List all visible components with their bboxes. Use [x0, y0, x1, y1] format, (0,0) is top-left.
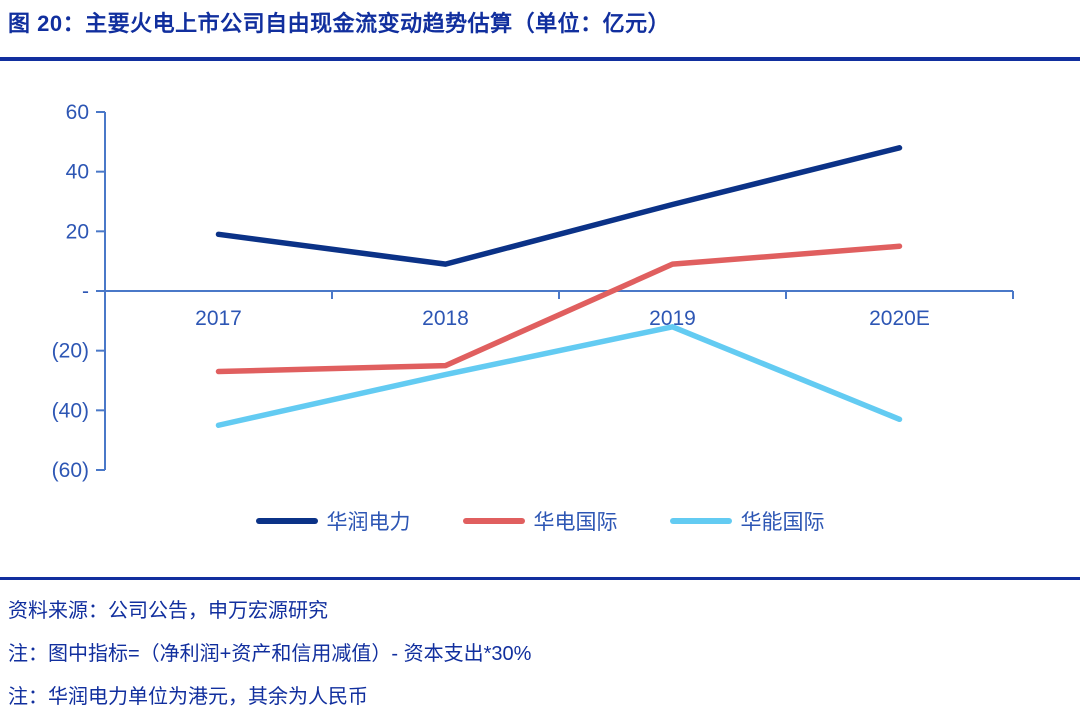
- legend-item-华润电力: 华润电力: [255, 506, 411, 536]
- legend-label: 华电国际: [533, 511, 618, 534]
- y-tick-label: (60): [52, 459, 89, 482]
- y-tick-label: (40): [52, 399, 89, 422]
- legend-label: 华能国际: [740, 511, 825, 534]
- y-tick-label: -: [82, 280, 89, 303]
- legend-item-华电国际: 华电国际: [462, 506, 618, 536]
- legend-swatch: [255, 518, 318, 524]
- y-tick-label: 40: [66, 161, 89, 184]
- footer-notes: 资料来源：公司公告，申万宏源研究 注：图中指标=（净利润+资产和信用减值）- 资…: [8, 590, 1072, 719]
- x-tick-label: 2020E: [869, 307, 930, 330]
- legend-item-华能国际: 华能国际: [669, 506, 825, 536]
- figure-title: 图 20：主要火电上市公司自由现金流变动趋势估算（单位：亿元）: [8, 11, 671, 36]
- indicator-note: 注：图中指标=（净利润+资产和信用减值）- 资本支出*30%: [8, 643, 532, 665]
- title-divider: [0, 57, 1080, 61]
- source-note: 资料来源：公司公告，申万宏源研究: [8, 600, 328, 622]
- footer-divider: [0, 577, 1080, 580]
- series-line-华电国际: [215, 243, 903, 375]
- x-tick-label: 2017: [195, 307, 242, 330]
- x-tick-label: 2019: [649, 307, 696, 330]
- y-tick-label: (20): [52, 340, 89, 363]
- legend-swatch: [462, 518, 525, 524]
- legend-label: 华润电力: [326, 511, 411, 534]
- y-tick-label: 60: [66, 101, 89, 124]
- legend: 华润电力 华电国际 华能国际: [0, 504, 1080, 538]
- legend-swatch: [669, 518, 732, 524]
- x-tick-label: 2018: [422, 307, 469, 330]
- chart-svg: 60 40 20 - (20) (40) (60) 2017 2018 2019 2020E: [52, 101, 1014, 482]
- series-line-华润电力: [215, 145, 903, 267]
- y-tick-label: 20: [66, 220, 89, 243]
- series-line-华能国际: [215, 324, 903, 428]
- currency-note: 注：华润电力单位为港元，其余为人民币: [8, 686, 368, 708]
